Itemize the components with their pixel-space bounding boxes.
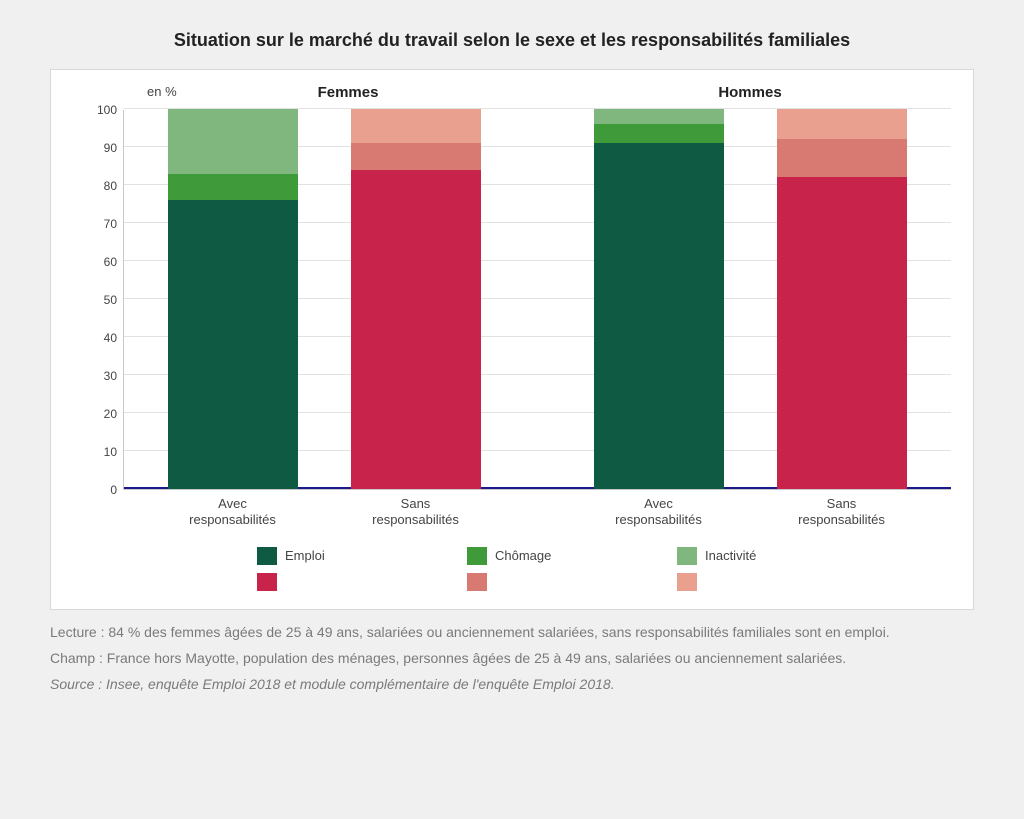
plot-area <box>123 110 951 490</box>
chart-notes: Lecture : 84 % des femmes âgées de 25 à … <box>50 622 974 695</box>
panel-header-hommes: Hommes <box>549 84 951 101</box>
y-tick: 70 <box>73 217 117 231</box>
bar <box>168 109 298 489</box>
x-label: Sansresponsabilités <box>351 496 481 529</box>
legend-row: Emploi Chômage Inactivité <box>257 547 817 565</box>
y-tick: 20 <box>73 407 117 421</box>
x-labels: AvecresponsabilitésSansresponsabilitésAv… <box>123 496 951 529</box>
bar-segment-inactivite <box>351 109 481 143</box>
legend-swatch <box>257 547 277 565</box>
legend-swatch <box>467 547 487 565</box>
bar <box>777 109 907 489</box>
legend: Emploi Chômage Inactivité <box>123 547 951 591</box>
legend-label: Emploi <box>285 548 325 563</box>
legend-item-chomage <box>467 573 607 591</box>
x-label-group: Avecresponsabilités Sansresponsabilités <box>123 496 525 529</box>
bar-segment-inactivite <box>168 109 298 174</box>
bar-segment-chomage <box>351 143 481 170</box>
y-tick: 50 <box>73 293 117 307</box>
x-label: Avecresponsabilités <box>168 496 298 529</box>
y-tick: 100 <box>73 103 117 117</box>
bar <box>594 109 724 489</box>
legend-swatch <box>257 573 277 591</box>
y-tick: 40 <box>73 331 117 345</box>
y-tick: 60 <box>73 255 117 269</box>
legend-row <box>257 573 817 591</box>
y-tick: 80 <box>73 179 117 193</box>
legend-label: Inactivité <box>705 548 756 563</box>
legend-item-emploi: Emploi <box>257 547 397 565</box>
legend-swatch <box>677 573 697 591</box>
note-lecture: Lecture : 84 % des femmes âgées de 25 à … <box>50 622 974 642</box>
chart-panel <box>124 110 526 489</box>
y-axis: 0102030405060708090100 <box>73 110 123 490</box>
y-tick: 30 <box>73 369 117 383</box>
x-label: Sansresponsabilités <box>777 496 907 529</box>
legend-item-chomage: Chômage <box>467 547 607 565</box>
note-source: Source : Insee, enquête Emploi 2018 et m… <box>50 674 974 694</box>
bar-segment-chomage <box>777 139 907 177</box>
x-label: Avecresponsabilités <box>594 496 724 529</box>
bar-segment-emploi <box>594 143 724 489</box>
note-champ: Champ : France hors Mayotte, population … <box>50 648 974 668</box>
bar-segment-chomage <box>168 174 298 201</box>
bar-segment-emploi <box>777 177 907 489</box>
panel-headers: Femmes Hommes <box>147 84 951 101</box>
x-label-group: Avecresponsabilités Sansresponsabilités <box>549 496 951 529</box>
legend-swatch <box>467 573 487 591</box>
legend-swatch <box>677 547 697 565</box>
y-tick: 0 <box>73 483 117 497</box>
legend-label: Chômage <box>495 548 551 563</box>
bar-segment-emploi <box>168 200 298 489</box>
chart-panel <box>550 110 952 489</box>
legend-item-inactivite <box>677 573 817 591</box>
y-tick: 10 <box>73 445 117 459</box>
bar <box>351 109 481 489</box>
legend-item-inactivite: Inactivité <box>677 547 817 565</box>
legend-item-emploi <box>257 573 397 591</box>
chart-title: Situation sur le marché du travail selon… <box>50 30 974 51</box>
y-tick: 90 <box>73 141 117 155</box>
bar-segment-inactivite <box>777 109 907 139</box>
bar-segment-inactivite <box>594 109 724 124</box>
chart-card: en % Femmes Hommes 010203040506070809010… <box>50 69 974 610</box>
panel-header-femmes: Femmes <box>147 84 549 101</box>
bar-segment-emploi <box>351 170 481 489</box>
bar-segment-chomage <box>594 124 724 143</box>
